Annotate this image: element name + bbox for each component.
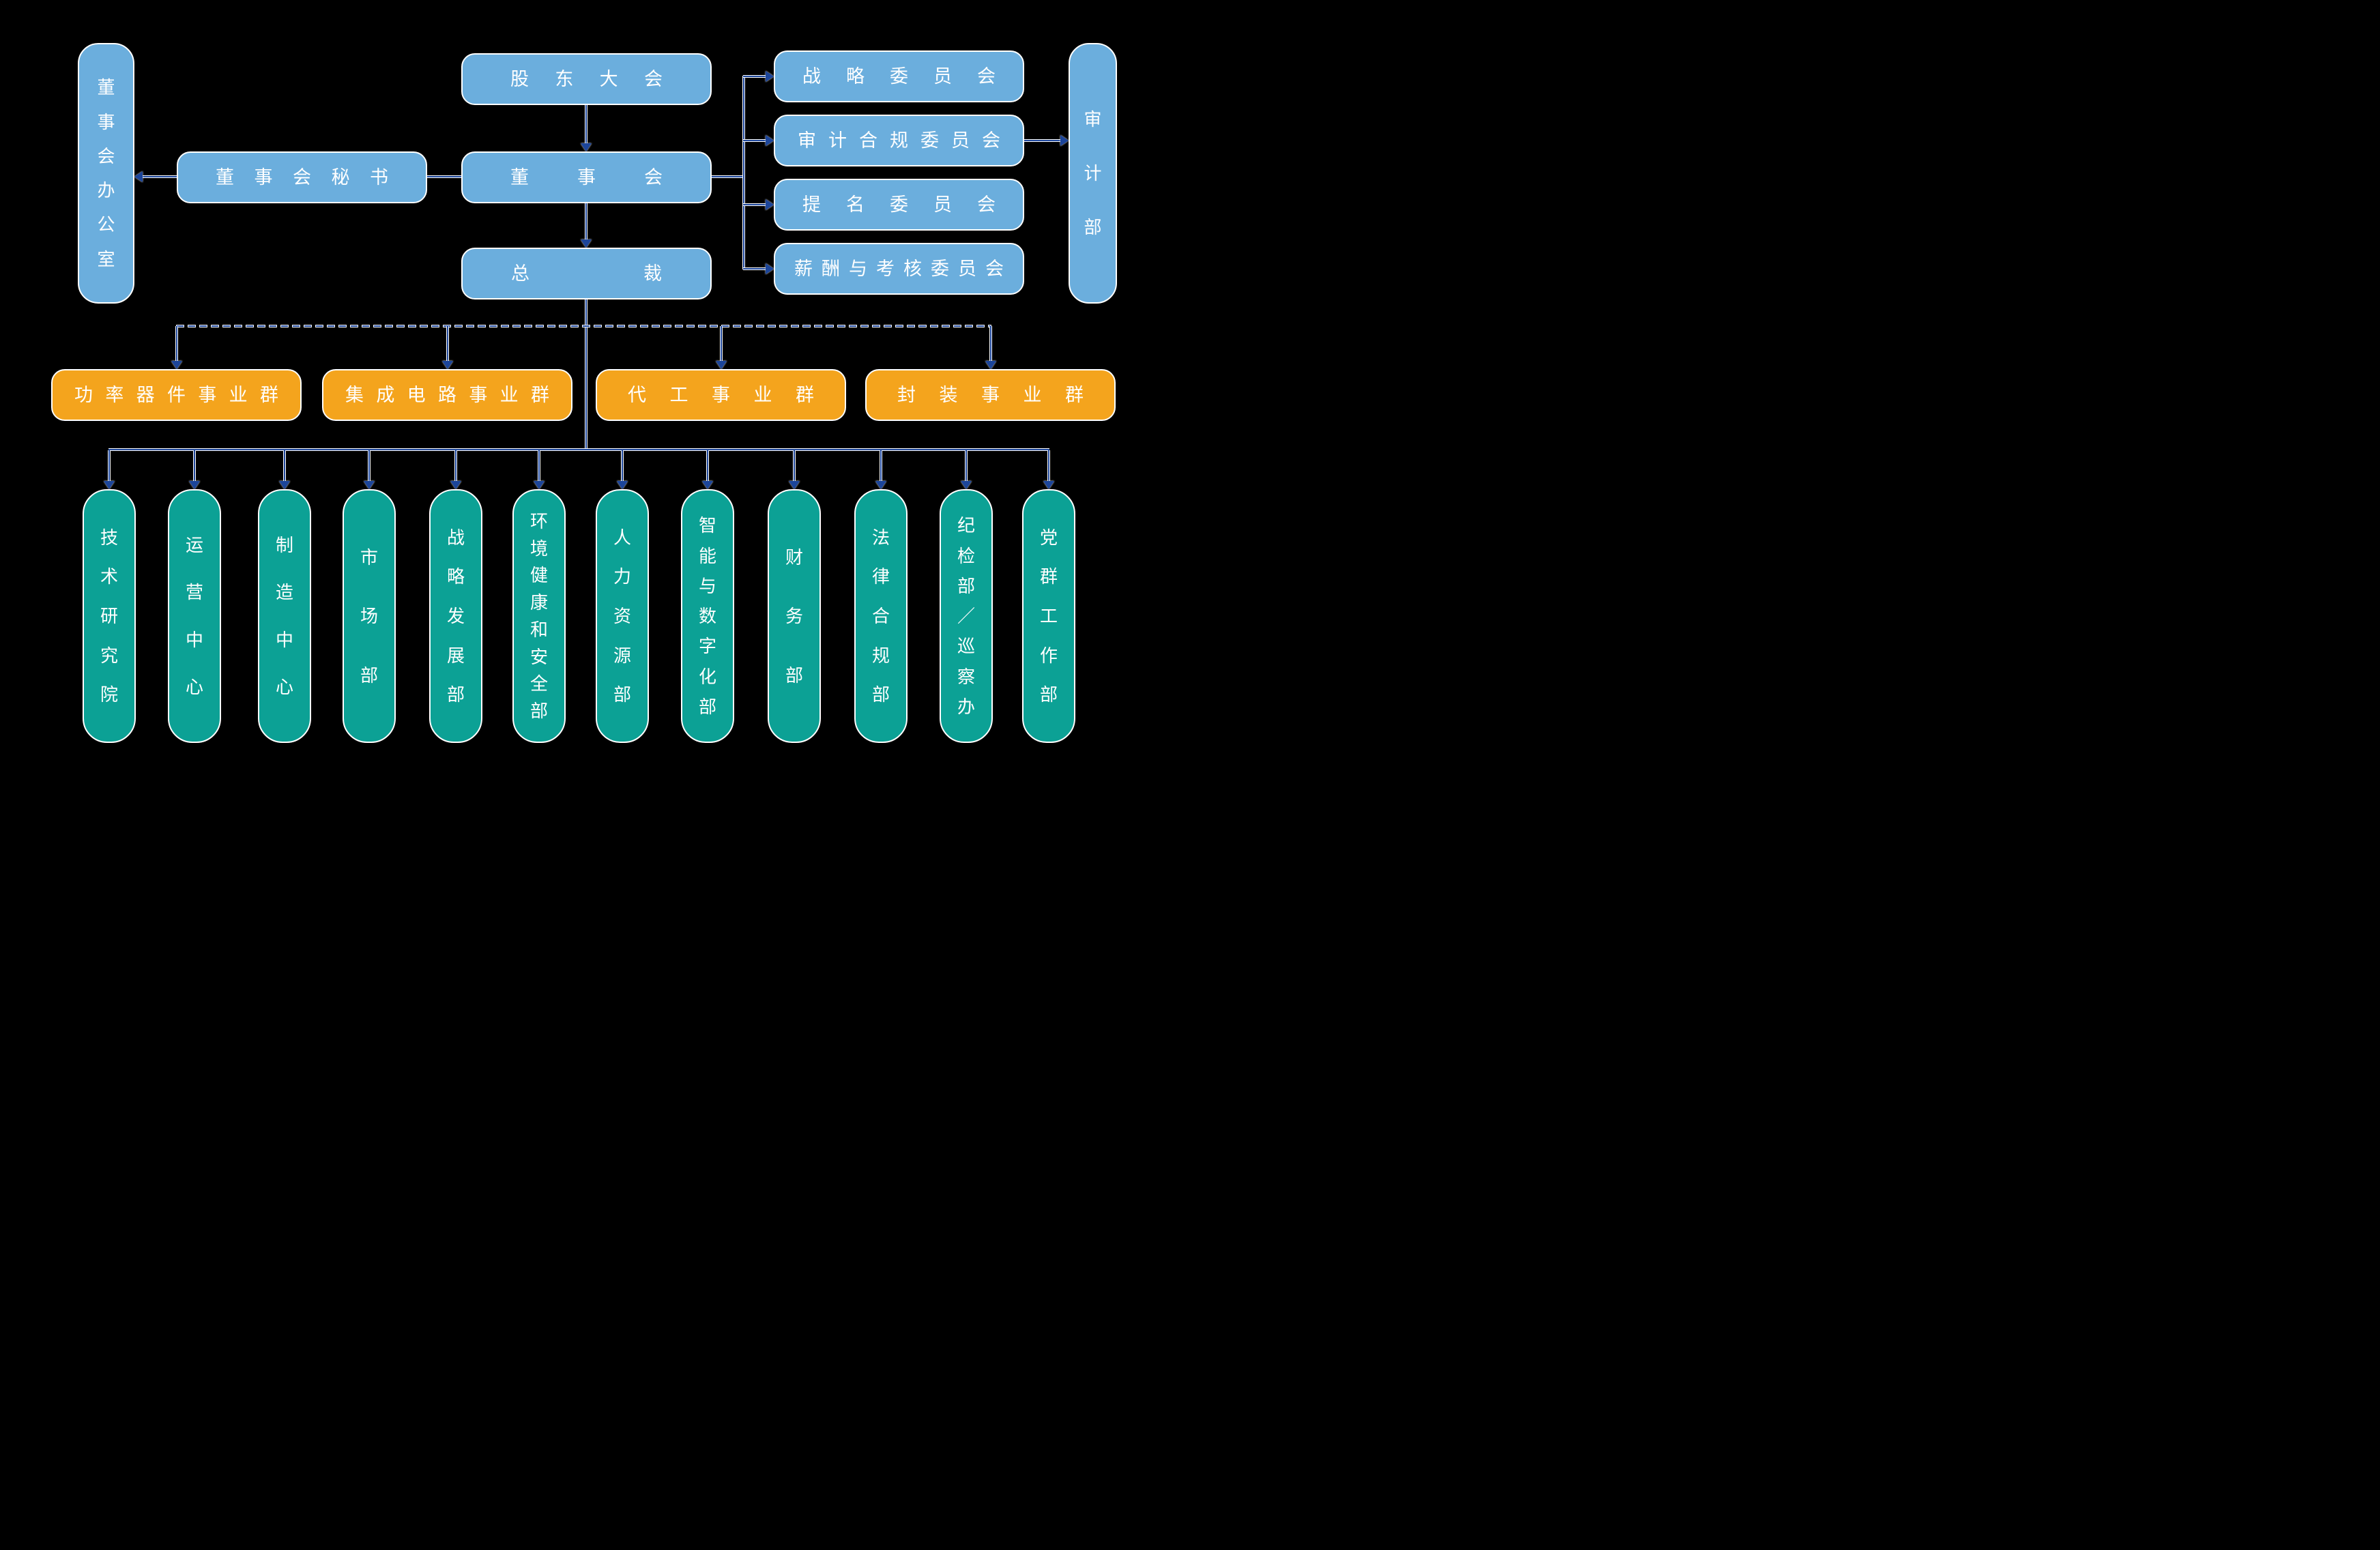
node-dept-party-mass-work: 党群工作部	[1022, 489, 1075, 743]
connector-drop-bg-power	[176, 326, 177, 362]
arrowhead-right-remuneration	[766, 263, 774, 274]
connector-president-down	[585, 299, 587, 450]
arrowhead-down-board	[581, 143, 592, 151]
arrowhead-down-dept-12	[1043, 481, 1054, 489]
node-board-secretary: 董事会秘书	[177, 151, 427, 203]
connector-drop-dept-8	[707, 450, 708, 482]
node-committee-strategy: 战略委员会	[774, 50, 1024, 102]
connector-department-bus	[108, 449, 1049, 450]
connector-committee-trunk	[743, 76, 744, 269]
node-dept-intelligence-digitalization: 智能与数字化部	[681, 489, 734, 743]
arrowhead-down-bg-ic	[442, 361, 453, 369]
arrowhead-down-dept-11	[961, 481, 972, 489]
arrowhead-right-audit-compliance	[766, 135, 774, 146]
connector-drop-dept-11	[966, 450, 967, 482]
arrowhead-down-dept-9	[789, 481, 800, 489]
arrowhead-down-dept-10	[875, 481, 886, 489]
node-dept-human-resources: 人力资源部	[596, 489, 649, 743]
arrowhead-down-bg-packaging	[985, 361, 996, 369]
connector-office-secretary	[143, 176, 177, 177]
node-dept-operations-center: 运营中心	[168, 489, 221, 743]
connector-drop-dept-6	[538, 450, 540, 482]
connector-board-trunk	[712, 176, 744, 177]
node-dept-discipline-inspection: 纪检部／巡察办	[940, 489, 993, 743]
arrowhead-down-dept-6	[534, 481, 545, 489]
node-dept-finance: 财务部	[768, 489, 821, 743]
arrowhead-right-strategy	[766, 71, 774, 82]
node-shareholders-meeting: 股东大会	[461, 53, 712, 105]
arrowhead-left-board-office	[134, 171, 143, 182]
connector-branch-audit-compliance	[743, 140, 766, 141]
connector-drop-dept-9	[794, 450, 795, 482]
connector-drop-bg-foundry	[721, 326, 722, 362]
connector-committee-audit-dept	[1024, 140, 1060, 141]
arrowhead-down-dept-2	[189, 481, 200, 489]
arrowhead-right-audit-dept	[1060, 135, 1069, 146]
arrowhead-down-dept-8	[702, 481, 713, 489]
arrowhead-down-dept-1	[104, 481, 115, 489]
connector-drop-dept-1	[108, 450, 110, 482]
connector-drop-dept-7	[622, 450, 623, 482]
node-audit-department: 审计部	[1069, 43, 1117, 304]
connector-drop-dept-3	[284, 450, 285, 482]
node-committee-remuneration: 薪酬与考核委员会	[774, 243, 1024, 295]
connector-drop-dept-2	[194, 450, 195, 482]
connector-drop-bg-packaging	[990, 326, 991, 362]
node-board-office: 董事会办公室	[78, 43, 134, 304]
node-bg-packaging: 封装事业群	[865, 369, 1116, 421]
node-president: 总裁	[461, 248, 712, 299]
arrowhead-down-dept-7	[617, 481, 628, 489]
node-dept-strategy-development: 战略发展部	[429, 489, 482, 743]
node-dept-manufacturing-center: 制造中心	[258, 489, 311, 743]
node-board: 董事会	[461, 151, 712, 203]
connector-branch-nomination	[743, 204, 766, 205]
node-bg-foundry: 代工事业群	[596, 369, 846, 421]
node-dept-tech-research-institute: 技术研究院	[83, 489, 136, 743]
org-chart-canvas: 股东大会 董事会办公室 董事会秘书 董事会 总裁 战略委员会 审计合规委员会 提…	[0, 0, 1190, 775]
node-dept-legal-compliance: 法律合规部	[854, 489, 908, 743]
arrowhead-down-bg-power	[171, 361, 182, 369]
node-bg-power-devices: 功率器件事业群	[51, 369, 302, 421]
connector-dashed-business-groups	[176, 325, 991, 327]
arrowhead-down-bg-foundry	[716, 361, 727, 369]
arrowhead-right-nomination	[766, 199, 774, 210]
node-dept-marketing: 市场部	[343, 489, 396, 743]
arrowhead-down-president	[581, 239, 592, 248]
connector-branch-strategy	[743, 76, 766, 77]
connector-drop-dept-4	[368, 450, 370, 482]
node-committee-audit-compliance: 审计合规委员会	[774, 115, 1024, 166]
node-dept-ehs: 环境健康和安全部	[512, 489, 566, 743]
connector-drop-dept-5	[455, 450, 456, 482]
connector-branch-remuneration	[743, 268, 766, 269]
connector-drop-dept-10	[880, 450, 882, 482]
connector-drop-dept-12	[1048, 450, 1049, 482]
node-committee-nomination: 提名委员会	[774, 179, 1024, 231]
connector-board-president	[585, 203, 587, 241]
node-bg-integrated-circuits: 集成电路事业群	[322, 369, 572, 421]
connector-secretary-board	[427, 176, 461, 177]
connector-shareholders-board	[585, 105, 587, 145]
arrowhead-down-dept-3	[279, 481, 290, 489]
connector-drop-bg-ic	[447, 326, 448, 362]
arrowhead-down-dept-5	[450, 481, 461, 489]
arrowhead-down-dept-4	[364, 481, 375, 489]
